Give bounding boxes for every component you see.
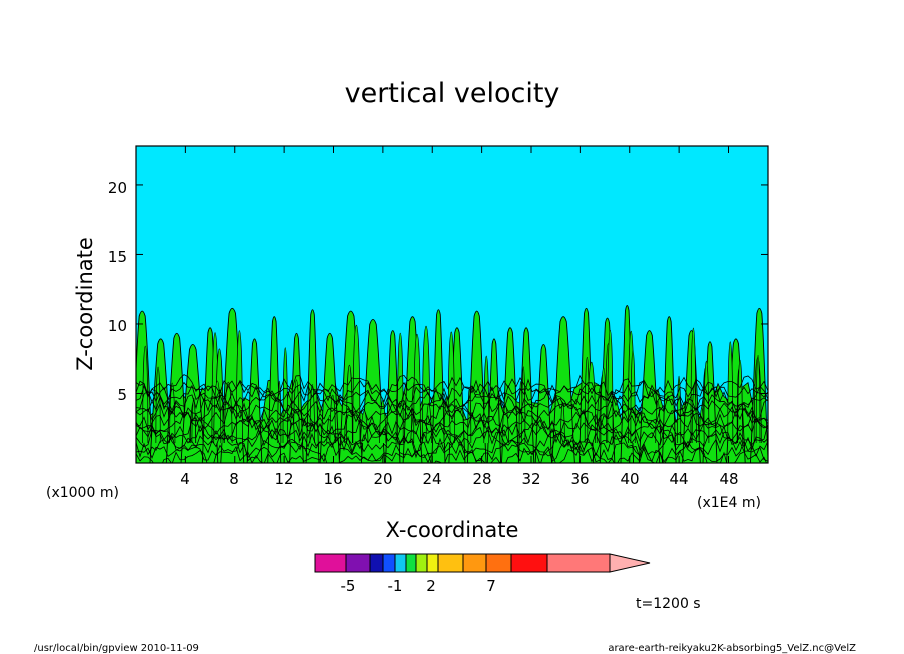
x-tick-label-8: 8 (229, 470, 239, 488)
colorbar-segment (382, 553, 396, 573)
x-tick-label-48: 48 (719, 470, 738, 488)
y-tick-label-5: 5 (117, 386, 127, 404)
updraft-filament (698, 407, 705, 444)
contour-line (136, 434, 768, 459)
x-tick-label-24: 24 (422, 470, 441, 488)
x-axis-label: X-coordinate (386, 518, 519, 542)
contour-line (136, 445, 767, 463)
x-tick-label-16: 16 (323, 470, 342, 488)
colorbar-segment (426, 553, 439, 573)
contour-line (136, 374, 768, 398)
x-tick-label-12: 12 (274, 470, 293, 488)
x-unit-note: (x1E4 m) (697, 495, 761, 511)
colorbar-segment (415, 553, 428, 573)
updraft-filament (483, 355, 490, 444)
colorbar-label-minus1: -1 (388, 577, 403, 595)
updraft-filament (703, 360, 710, 444)
colorbar-segment (394, 553, 407, 573)
colorbar-arrow (609, 553, 651, 573)
updraft-filament (607, 329, 614, 444)
plot-frame (135, 145, 769, 464)
updraft-filament (727, 341, 734, 444)
y-axis-tick-labels: 5 10 15 20 (108, 179, 127, 404)
updraft-filament (630, 350, 636, 444)
colorbar-segment (546, 553, 611, 573)
colorbar-segment (462, 553, 487, 573)
footer-left: /usr/local/bin/gpview 2010-11-09 (34, 643, 199, 654)
y-tick-label-20: 20 (108, 179, 127, 197)
x-tick-label-28: 28 (472, 470, 491, 488)
chart-title: vertical velocity (345, 78, 560, 109)
updraft-filament (289, 412, 295, 444)
x-axis-tick-labels: 4 8 12 16 20 24 28 32 36 40 44 48 (180, 470, 738, 488)
contour-lines (136, 374, 768, 463)
colorbar-segment (510, 553, 548, 573)
updraft-filament (600, 367, 607, 444)
contour-line (136, 422, 768, 448)
colorbar-segment (437, 553, 464, 573)
contour-line (136, 394, 768, 420)
updraft-filament (737, 359, 743, 444)
contour-line (136, 389, 768, 415)
y-tick-label-10: 10 (108, 317, 127, 335)
colorbar (314, 553, 651, 573)
y-tick-label-15: 15 (108, 248, 127, 266)
x-tick-label-40: 40 (620, 470, 639, 488)
colorbar-label-2: 2 (426, 577, 436, 595)
colorbar-label-7: 7 (486, 577, 496, 595)
updraft-plume (534, 343, 552, 463)
x-tick-label-20: 20 (373, 470, 392, 488)
contour-line (136, 383, 768, 410)
contour-line (136, 411, 768, 436)
colorbar-tick-labels: -5 -1 2 7 (341, 577, 496, 595)
contour-line (136, 429, 768, 453)
updraft-filament (755, 355, 761, 444)
x-tick-label-36: 36 (570, 470, 589, 488)
colorbar-label-minus5: -5 (341, 577, 356, 595)
x-tick-label-32: 32 (521, 470, 540, 488)
updraft-plume (431, 309, 446, 463)
updraft-plume (466, 310, 487, 463)
colorbar-segment (485, 553, 512, 573)
x-tick-label-4: 4 (180, 470, 190, 488)
updraft-filament (282, 347, 288, 444)
axis-ticks (136, 146, 768, 463)
colorbar-segment (405, 553, 417, 573)
time-label: t=1200 s (636, 596, 701, 612)
colorbar-segment (345, 553, 371, 573)
y-unit-note: (x1000 m) (46, 485, 119, 501)
colorbar-segment (314, 553, 347, 573)
colorbar-segment (369, 553, 384, 573)
updraft-filament (521, 366, 526, 444)
updraft-plume (638, 330, 661, 463)
updraft-filament (155, 366, 161, 444)
x-tick-label-44: 44 (669, 470, 688, 488)
y-axis-label: Z-coordinate (73, 237, 97, 371)
footer-right: arare-earth-reikyaku2K-absorbing5_VelZ.n… (608, 643, 856, 654)
updraft-filament (560, 401, 565, 444)
